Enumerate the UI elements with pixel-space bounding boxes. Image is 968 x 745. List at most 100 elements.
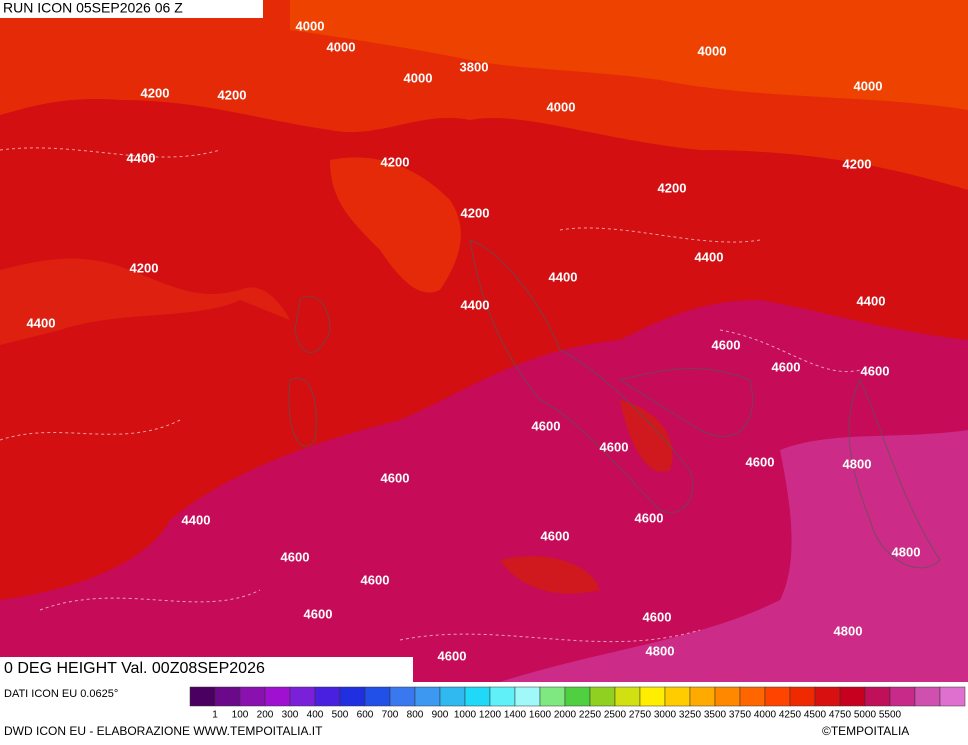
contour-label: 4000 <box>854 78 883 93</box>
legend-label: 4500 <box>804 710 827 721</box>
legend-swatch <box>414 686 441 707</box>
contour-label: 4400 <box>857 293 886 308</box>
legend-label: 400 <box>307 710 324 721</box>
legend-swatch <box>339 686 366 707</box>
legend-label: 1200 <box>479 710 502 721</box>
contour-label: 4000 <box>404 70 433 85</box>
contour-label: 4200 <box>381 154 410 169</box>
legend-label: 3750 <box>729 710 752 721</box>
contour-label: 4600 <box>772 359 801 374</box>
contour-label: 4200 <box>141 85 170 100</box>
legend-swatch <box>364 686 391 707</box>
contour-label: 4200 <box>130 260 159 275</box>
map-background <box>0 0 968 682</box>
legend-swatch <box>864 686 891 707</box>
legend-label: 5500 <box>879 710 902 721</box>
legend-swatch <box>764 686 791 707</box>
legend-label: 1400 <box>504 710 527 721</box>
contour-label: 3800 <box>460 59 489 74</box>
contour-label: 4600 <box>861 363 890 378</box>
contour-label: 4400 <box>27 315 56 330</box>
contour-label: 4600 <box>361 572 390 587</box>
legend-swatch <box>714 686 741 707</box>
legend-label: 1000 <box>454 710 477 721</box>
contour-label: 4000 <box>547 99 576 114</box>
contour-label: 4600 <box>600 439 629 454</box>
legend-swatch <box>789 686 816 707</box>
legend-label: 600 <box>357 710 374 721</box>
contour-label: 4400 <box>549 269 578 284</box>
contour-label: 4600 <box>304 606 333 621</box>
legend-swatch <box>464 686 491 707</box>
legend-swatch <box>214 686 241 707</box>
legend-swatch <box>814 686 841 707</box>
contour-label: 4600 <box>281 549 310 564</box>
contour-label: 4600 <box>643 609 672 624</box>
contour-label: 4400 <box>182 512 211 527</box>
legend-label: 200 <box>257 710 274 721</box>
legend-swatch <box>739 686 766 707</box>
legend-label: 3500 <box>704 710 727 721</box>
legend-label: 2000 <box>554 710 577 721</box>
contour-label: 4000 <box>296 18 325 33</box>
legend-swatch <box>564 686 591 707</box>
legend-swatch <box>514 686 541 707</box>
legend-label: 4250 <box>779 710 802 721</box>
legend-swatch <box>889 686 916 707</box>
contour-label: 4200 <box>843 156 872 171</box>
legend-swatch <box>264 686 291 707</box>
legend-swatch <box>314 686 341 707</box>
legend-swatch <box>289 686 316 707</box>
contour-label: 4600 <box>381 470 410 485</box>
legend-label: 2750 <box>629 710 652 721</box>
legend-label: 500 <box>332 710 349 721</box>
legend-label: 100 <box>232 710 249 721</box>
legend-label: 800 <box>407 710 424 721</box>
legend-label: 3250 <box>679 710 702 721</box>
legend-swatch <box>664 686 691 707</box>
legend-swatch <box>539 686 566 707</box>
legend-swatch <box>689 686 716 707</box>
legend-swatch <box>439 686 466 707</box>
contour-label: 4600 <box>635 510 664 525</box>
title-box <box>0 657 413 682</box>
legend-swatch <box>489 686 516 707</box>
map-title: 0 DEG HEIGHT Val. 00Z08SEP2026 <box>4 660 265 677</box>
legend-label: 4750 <box>829 710 852 721</box>
credit-label: DWD ICON EU - ELABORAZIONE WWW.TEMPOITAL… <box>4 724 323 738</box>
legend-swatch <box>939 686 966 707</box>
legend-label: 2250 <box>579 710 602 721</box>
legend-label: 700 <box>382 710 399 721</box>
contour-label: 4600 <box>532 418 561 433</box>
contour-label: 4400 <box>695 249 724 264</box>
contour-label: 4800 <box>834 623 863 638</box>
legend-label: 5000 <box>854 710 877 721</box>
legend-label: 2500 <box>604 710 627 721</box>
contour-label: 4800 <box>892 544 921 559</box>
legend-swatch <box>389 686 416 707</box>
contour-label: 4600 <box>712 337 741 352</box>
contour-label: 4800 <box>843 456 872 471</box>
contour-label: 4200 <box>218 87 247 102</box>
contour-label: 4000 <box>327 39 356 54</box>
legend-label: 1600 <box>529 710 552 721</box>
legend-label: 300 <box>282 710 299 721</box>
legend-swatch <box>839 686 866 707</box>
legend-swatch <box>239 686 266 707</box>
contour-label: 4600 <box>746 454 775 469</box>
contour-label: 4000 <box>698 43 727 58</box>
contour-label: 4800 <box>646 643 675 658</box>
copyright-label: ©TEMPOITALIA <box>822 724 909 738</box>
header-box <box>0 0 263 18</box>
contour-label: 4200 <box>461 205 490 220</box>
legend-label: 1 <box>212 710 218 721</box>
contour-label: 4600 <box>541 528 570 543</box>
legend-swatch <box>614 686 641 707</box>
run-label: RUN ICON 05SEP2026 06 Z <box>3 0 183 16</box>
legend-swatch <box>639 686 666 707</box>
source-label: DATI ICON EU 0.0625° <box>4 688 118 700</box>
contour-label: 4400 <box>127 150 156 165</box>
legend-label: 900 <box>432 710 449 721</box>
legend-label: 3000 <box>654 710 677 721</box>
